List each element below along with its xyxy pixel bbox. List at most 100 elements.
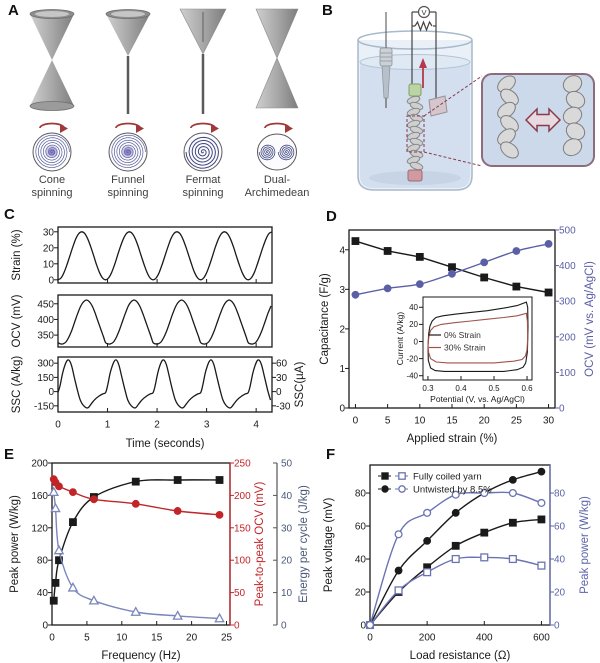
caption-funnel-line2: spinning [108,187,149,199]
svg-text:Load resistance (Ω): Load resistance (Ω) [410,650,511,662]
svg-text:-30: -30 [276,401,291,412]
svg-text:40: 40 [355,555,367,566]
reference-electrode [379,12,393,108]
series-cv-30-strain [427,312,529,364]
svg-text:400: 400 [37,315,54,326]
svg-text:0: 0 [276,387,282,398]
svg-text:0.5: 0.5 [488,384,500,393]
panel-c-label: C [4,206,15,223]
svg-text:Potential (V, vs. Ag/AgCl): Potential (V, vs. Ag/AgCl) [430,394,525,404]
svg-text:2: 2 [154,420,160,431]
dual-archimedean-shape [255,8,299,109]
legend-label: Fully coiled yarn [413,471,482,482]
chart-panelD: 0 5 10 15 20 25 30 Applied strain (%) 0 1 2 3 4 Capac… [319,226,596,446]
svg-text:40: 40 [37,588,49,599]
svg-text:200: 200 [31,459,48,470]
svg-text:5: 5 [84,633,90,644]
funnel-spinning-shape [105,9,151,114]
svg-text:0: 0 [339,404,345,415]
series-peak-power [53,479,220,601]
voltmeter-label: V [421,8,426,17]
coiled-yarn-zoom [497,75,519,159]
series-ocv [57,299,272,345]
svg-text:0: 0 [49,633,55,644]
svg-text:Peak-to-peak OCV (mV): Peak-to-peak OCV (mV) [254,482,266,607]
svg-text:1: 1 [105,420,111,431]
zoom-link [406,75,483,167]
svg-text:5: 5 [385,416,391,427]
svg-text:Frequency (Hz): Frequency (Hz) [101,650,180,662]
svg-text:0: 0 [367,633,373,644]
caption-cone-line2: spinning [32,187,73,199]
rotation-arrow-icon [190,122,219,133]
svg-text:50: 50 [234,588,246,599]
svg-text:40: 40 [554,555,566,566]
svg-text:50: 50 [281,459,293,470]
svg-text:80: 80 [355,489,367,500]
svg-text:SSC (A/kg): SSC (A/kg) [11,356,23,414]
svg-text:15: 15 [446,416,458,427]
svg-text:Peak power (W/kg): Peak power (W/kg) [579,496,591,594]
dual-spiral-disk [257,133,297,171]
voltmeter-circuit: V [411,5,437,100]
svg-text:15: 15 [151,633,163,644]
svg-text:Current (A/kg): Current (A/kg) [395,312,405,366]
svg-text:20: 20 [281,556,293,567]
svg-text:OCV (mV): OCV (mV) [11,294,23,347]
fermat-spiral-disk [183,132,223,172]
svg-text:3: 3 [339,285,345,296]
svg-text:500: 500 [559,226,576,237]
legend-label: 30% Strain [444,342,486,352]
stretch-arrow-icon [419,58,427,88]
svg-text:20: 20 [554,588,566,599]
rotation-arrow-icon [115,122,144,133]
caption-funnel-line1: Funnel [111,174,145,186]
svg-text:-20: -20 [406,354,418,363]
funnel-spiral-disk [108,132,148,172]
rotation-arrow-icon [39,122,68,133]
panel-a-illustration: Cone spinning Funnel spinning Fermat spi… [29,8,309,199]
svg-text:0.3: 0.3 [422,384,434,393]
svg-text:200: 200 [234,491,251,502]
svg-text:25: 25 [221,633,233,644]
panel-c-chart: 0 10 20 30 Strain (%) 350 400 450 OCV (mV) 0 1 2 3 4 -… [11,226,306,450]
svg-text:60: 60 [554,522,566,533]
series-energy-per-cycle [53,492,220,620]
svg-text:250: 250 [234,459,251,470]
svg-text:0: 0 [42,621,48,632]
svg-text:2: 2 [339,324,345,335]
series-ssc [57,359,272,409]
svg-text:40: 40 [409,303,418,312]
stretched-yarn-zoom [562,75,586,157]
series-strain [57,231,273,281]
svg-text:20: 20 [43,243,55,254]
cone-spinning-shape [29,9,75,111]
svg-text:80: 80 [37,556,49,567]
svg-text:0: 0 [554,621,560,632]
svg-text:20: 20 [479,416,491,427]
svg-text:100: 100 [234,556,251,567]
svg-text:0: 0 [360,621,366,632]
svg-text:160: 160 [31,491,48,502]
svg-text:0: 0 [55,420,61,431]
svg-text:200: 200 [419,633,436,644]
svg-text:0: 0 [281,621,287,632]
svg-text:0: 0 [353,416,359,427]
panel-d-chart: 0 5 10 15 20 25 30 Applied strain (%) 0 1 2 3 4 Capac… [319,226,596,446]
svg-text:20: 20 [186,633,198,644]
svg-text:10: 10 [281,588,293,599]
svg-text:Strain (%): Strain (%) [11,229,23,280]
svg-text:60: 60 [355,522,367,533]
series-cv-0-strain [427,301,529,372]
svg-text:600: 600 [533,633,550,644]
legend-label: 0% Strain [444,330,481,340]
svg-text:200: 200 [559,332,576,343]
svg-text:0: 0 [48,275,54,286]
fermat-spinning-shape [179,8,227,114]
svg-text:30: 30 [43,227,55,238]
